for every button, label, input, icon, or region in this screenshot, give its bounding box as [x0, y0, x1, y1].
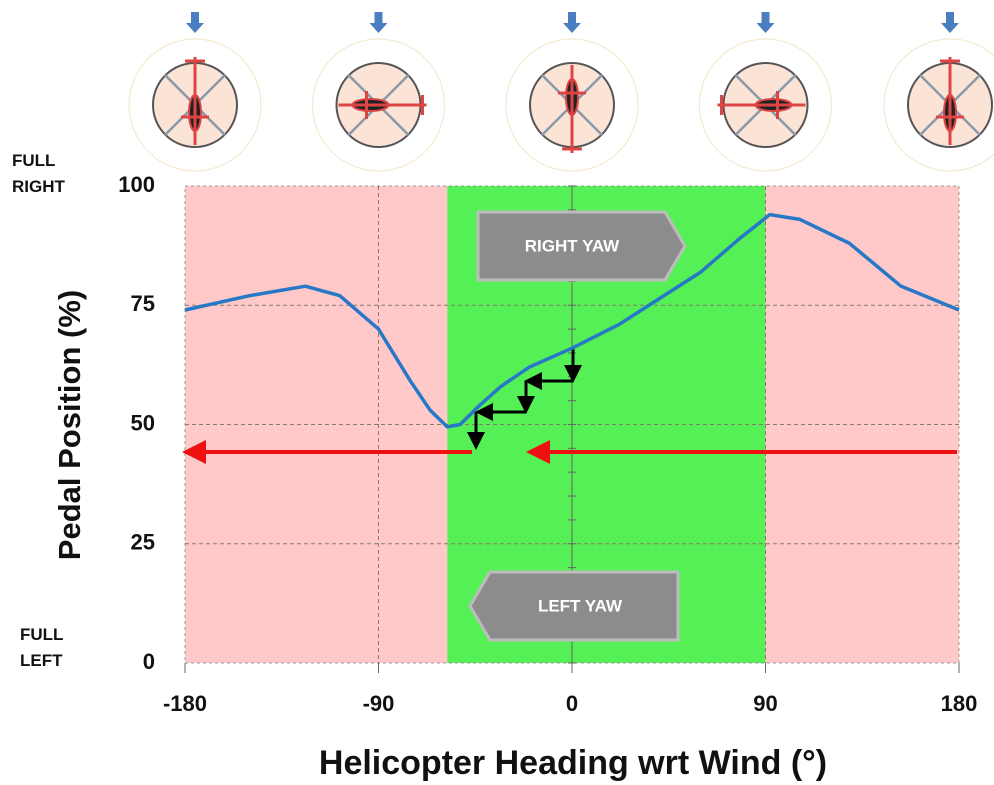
helicopter [181, 57, 209, 145]
heli-tail [936, 57, 964, 145]
heading-icon [883, 12, 994, 172]
helicopter [936, 57, 964, 145]
heading-icon [128, 12, 262, 172]
right-yaw-label: RIGHT YAW [525, 236, 620, 255]
x-tick-label: 90 [753, 691, 777, 716]
heli-tail [338, 91, 427, 119]
heli-tail [181, 57, 209, 145]
left-yaw-label: LEFT YAW [538, 596, 623, 615]
y-tick-label: 50 [131, 410, 155, 435]
full-right-label: FULL RIGHT [12, 151, 65, 196]
x-tick-label: 0 [566, 691, 578, 716]
heading-icon [699, 12, 832, 172]
full-left-label: FULL LEFT [20, 625, 64, 670]
x-tick-label: -180 [163, 691, 207, 716]
wind-arrow [369, 12, 388, 33]
x-tick-label: -90 [363, 691, 395, 716]
heli-tail [717, 91, 806, 119]
heading-icon [505, 12, 639, 172]
y-tick-label: 25 [131, 530, 155, 555]
left-yaw-box [468, 570, 680, 642]
pedal-line [184, 212, 960, 429]
step-arrows [467, 348, 582, 450]
right-yaw-box [476, 210, 687, 282]
heading-icon [312, 12, 445, 172]
y-tick-label: 75 [131, 291, 155, 316]
y-tick-label: 100 [118, 172, 155, 197]
wind-arrow [941, 12, 959, 33]
y-tick-label: 0 [143, 649, 155, 674]
helicopter [338, 91, 427, 119]
helicopter [558, 65, 586, 153]
x-tick-label: 180 [941, 691, 978, 716]
x-axis-title: Helicopter Heading wrt Wind (°) [319, 744, 827, 782]
region [185, 186, 448, 663]
heli-tail [558, 65, 586, 153]
y-axis-title: Pedal Position (%) [52, 290, 87, 560]
helicopter [717, 91, 806, 119]
wind-arrow [756, 12, 775, 33]
wind-arrow [563, 12, 581, 33]
wind-arrow [186, 12, 204, 33]
